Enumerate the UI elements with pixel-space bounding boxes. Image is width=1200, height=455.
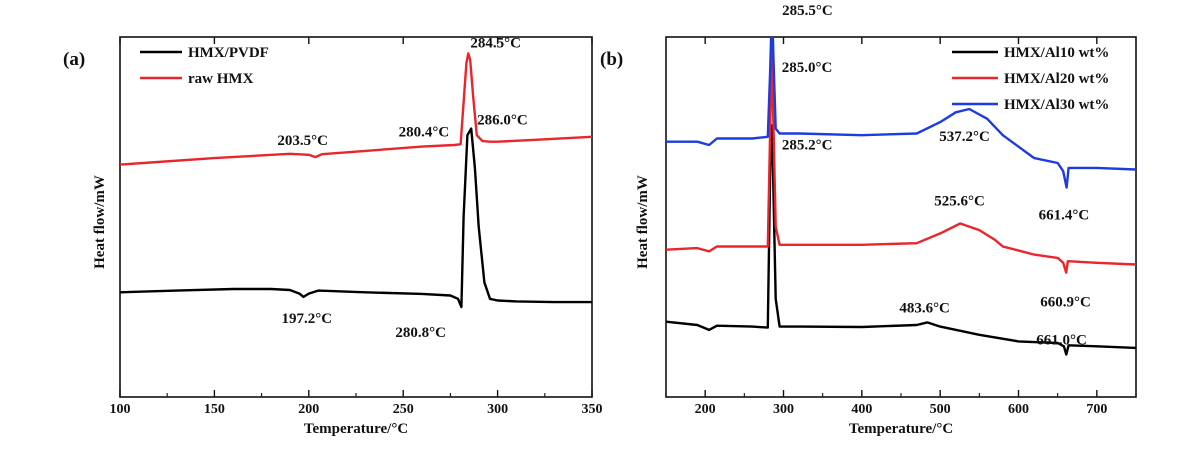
peak-annotation: 483.6°C [899, 300, 950, 316]
peak-annotation: 284.5°C [470, 35, 521, 51]
legend-label-hmx-al20-wt: HMX/Al20 wt% [1004, 71, 1109, 87]
series-line-hmx-pvdf [120, 127, 592, 309]
panel-label: (a) [63, 49, 85, 70]
x-tick-label: 150 [204, 402, 225, 417]
y-axis-title: Heat flow/mW [635, 175, 651, 269]
legend-label-hmx-al10-wt: HMX/Al10 wt% [1004, 45, 1109, 61]
x-tick-label: 500 [930, 402, 951, 417]
x-tick-label: 200 [695, 402, 716, 417]
peak-annotation: 280.4°C [399, 124, 450, 140]
series-line-hmx-al30-wt [666, 37, 1136, 189]
legend-label-raw-hmx: raw HMX [188, 71, 254, 87]
x-tick-label: 700 [1086, 402, 1107, 417]
chart-panel-b: (b) 200 300 400 500 600 700 Temperature/°C Heat … [600, 3, 1137, 437]
peak-annotation: 286.0°C [477, 113, 528, 129]
x-tick-label: 300 [487, 402, 508, 417]
peak-annotation: 197.2°C [282, 311, 333, 327]
chart-panel-a: (a) 100 150 200 250 300 350 Temperature/°C Heat … [63, 35, 603, 437]
x-tick-label: 100 [110, 402, 131, 417]
series-line-hmx-al20-wt [666, 48, 1136, 274]
peak-annotation: 537.2°C [939, 129, 990, 145]
series-line-hmx-al10-wt [666, 124, 1136, 356]
peak-annotation: 285.0°C [782, 60, 833, 76]
peak-annotation: 661.0°C [1036, 332, 1087, 348]
peak-annotation: 661.4°C [1039, 208, 1090, 224]
y-axis-title: Heat flow/mW [92, 175, 108, 269]
x-axis-title: Temperature/°C [304, 421, 408, 437]
series-line-raw-hmx [120, 52, 592, 166]
plot-frame [119, 36, 593, 398]
peak-annotation: 660.9°C [1040, 295, 1091, 311]
peak-annotation: 280.8°C [395, 325, 446, 341]
legend: HMX/Al10 wt% HMX/Al20 wt% HMX/Al30 wt% [952, 45, 1109, 113]
x-tick-label: 400 [851, 402, 872, 417]
legend-label-hmx-al30-wt: HMX/Al30 wt% [1004, 97, 1109, 113]
peak-annotation: 285.5°C [782, 3, 833, 19]
x-axis-title: Temperature/°C [849, 421, 953, 437]
x-tick-label: 200 [298, 402, 319, 417]
x-tick-label: 250 [393, 402, 414, 417]
peak-annotation: 285.2°C [782, 137, 833, 153]
x-tick-label: 600 [1008, 402, 1029, 417]
panel-label: (b) [600, 49, 623, 70]
x-tick-label: 350 [582, 402, 603, 417]
legend-label-hmx-pvdf: HMX/PVDF [188, 45, 269, 61]
legend: HMX/PVDF raw HMX [140, 45, 269, 87]
peak-annotation: 525.6°C [934, 194, 985, 210]
peak-annotation: 203.5°C [277, 133, 328, 149]
x-tick-label: 300 [773, 402, 794, 417]
